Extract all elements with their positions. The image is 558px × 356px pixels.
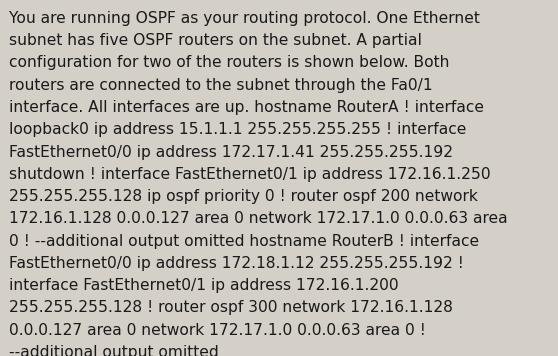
Text: loopback0 ip address 15.1.1.1 255.255.255.255 ! interface: loopback0 ip address 15.1.1.1 255.255.25… (9, 122, 466, 137)
Text: 255.255.255.128 ip ospf priority 0 ! router ospf 200 network: 255.255.255.128 ip ospf priority 0 ! rou… (9, 189, 478, 204)
Text: subnet has five OSPF routers on the subnet. A partial: subnet has five OSPF routers on the subn… (9, 33, 422, 48)
Text: shutdown ! interface FastEthernet0/1 ip address 172.16.1.250: shutdown ! interface FastEthernet0/1 ip … (9, 167, 490, 182)
Text: --additional output omitted: --additional output omitted (9, 345, 219, 356)
Text: configuration for two of the routers is shown below. Both: configuration for two of the routers is … (9, 56, 449, 70)
Text: FastEthernet0/0 ip address 172.18.1.12 255.255.255.192 !: FastEthernet0/0 ip address 172.18.1.12 2… (9, 256, 464, 271)
Text: routers are connected to the subnet through the Fa0/1: routers are connected to the subnet thro… (9, 78, 432, 93)
Text: interface FastEthernet0/1 ip address 172.16.1.200: interface FastEthernet0/1 ip address 172… (9, 278, 398, 293)
Text: FastEthernet0/0 ip address 172.17.1.41 255.255.255.192: FastEthernet0/0 ip address 172.17.1.41 2… (9, 145, 453, 159)
Text: 0.0.0.127 area 0 network 172.17.1.0 0.0.0.63 area 0 !: 0.0.0.127 area 0 network 172.17.1.0 0.0.… (9, 323, 426, 338)
Text: 172.16.1.128 0.0.0.127 area 0 network 172.17.1.0 0.0.0.63 area: 172.16.1.128 0.0.0.127 area 0 network 17… (9, 211, 507, 226)
Text: interface. All interfaces are up. hostname RouterA ! interface: interface. All interfaces are up. hostna… (9, 100, 484, 115)
Text: 255.255.255.128 ! router ospf 300 network 172.16.1.128: 255.255.255.128 ! router ospf 300 networ… (9, 300, 453, 315)
Text: You are running OSPF as your routing protocol. One Ethernet: You are running OSPF as your routing pro… (9, 11, 479, 26)
Text: 0 ! --additional output omitted hostname RouterB ! interface: 0 ! --additional output omitted hostname… (9, 234, 479, 248)
